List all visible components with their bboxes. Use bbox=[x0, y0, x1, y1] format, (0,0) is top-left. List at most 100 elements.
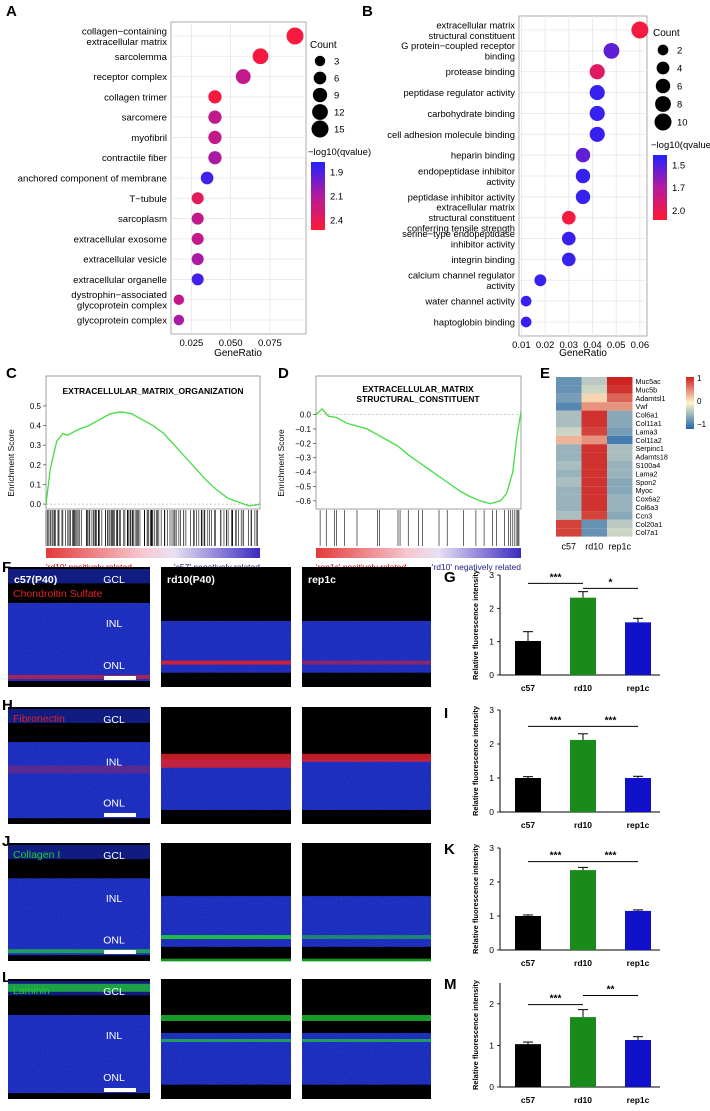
heatmap-cell bbox=[581, 528, 607, 537]
term-label: contractile fiber bbox=[102, 153, 168, 164]
heatmap-cell bbox=[581, 486, 607, 495]
count-legend-label: 4 bbox=[677, 64, 682, 75]
micrograph-tile bbox=[8, 567, 150, 687]
heatmap-column-label: c57 bbox=[561, 542, 576, 552]
data-points bbox=[520, 21, 649, 328]
term-label: activity bbox=[486, 280, 515, 291]
heatmap-row-label: Muc5b bbox=[636, 385, 658, 394]
data-point bbox=[631, 21, 649, 39]
data-point bbox=[561, 210, 576, 225]
term-label: protease binding bbox=[446, 66, 515, 77]
heatmap-cell bbox=[607, 486, 633, 495]
term-label: endopeptidase inhibitor bbox=[418, 165, 515, 176]
x-tick-label: 0.05 bbox=[607, 340, 626, 351]
category-label: rd10 bbox=[574, 958, 592, 968]
heatmap-cell bbox=[607, 469, 633, 478]
stain-signal bbox=[161, 753, 291, 768]
data-point bbox=[208, 110, 222, 124]
heatmap-cell bbox=[556, 528, 582, 537]
data-point bbox=[589, 64, 605, 80]
y-tick-label: 2 bbox=[489, 999, 494, 1009]
data-point bbox=[173, 314, 185, 326]
count-legend-dot bbox=[656, 61, 670, 75]
term-label: structural constituent bbox=[429, 212, 516, 223]
panel-e: E Muc5acMuc5bAdamtsl1VwfCol6a1Col11a1Lam… bbox=[540, 365, 707, 552]
layer-label-onl: ONL bbox=[103, 934, 125, 946]
y-tick-label: 3 bbox=[489, 843, 494, 853]
bar-chart-g: G 0 1 2 3 Relative fluorescence intensity c57 r… bbox=[444, 569, 660, 693]
bar bbox=[625, 778, 651, 812]
stain-signal bbox=[302, 958, 431, 962]
term-label: carbohydrate binding bbox=[427, 108, 515, 119]
heatmap-cell bbox=[607, 461, 633, 470]
layer-label-inl: INL bbox=[106, 618, 123, 630]
y-tick-label: 3 bbox=[489, 570, 494, 580]
color-legend-bar bbox=[653, 155, 667, 220]
layer-label-onl: ONL bbox=[103, 797, 125, 809]
y-tick-label: 1 bbox=[489, 1040, 494, 1050]
heatmap-cell bbox=[556, 486, 582, 495]
axes: 0.5 0.4 0.3 0.2 0.1 0.0 bbox=[30, 402, 260, 509]
heatmap-row-label: Col11a2 bbox=[636, 436, 662, 445]
heatmap-cell bbox=[556, 503, 582, 512]
significance-stars: *** bbox=[605, 851, 617, 862]
x-tick-label: 0.050 bbox=[219, 338, 243, 349]
count-legend-dot bbox=[313, 71, 327, 85]
y-tick-label: 0.0 bbox=[300, 411, 312, 420]
micrograph-tile bbox=[8, 979, 150, 1099]
y-tick-label: 0.4 bbox=[30, 422, 42, 431]
micrograph-tile bbox=[161, 843, 291, 962]
heatmap-cell bbox=[581, 402, 607, 411]
bar bbox=[570, 1017, 596, 1087]
heatmap-cell bbox=[556, 419, 582, 428]
data-point bbox=[191, 192, 204, 205]
term-label: extracellular matrix bbox=[86, 37, 167, 48]
data-point bbox=[208, 130, 222, 145]
y-axis-label: Relative fluorescence intensity bbox=[471, 705, 480, 816]
heatmap-cell bbox=[581, 503, 607, 512]
y-tick-label: −0.4 bbox=[295, 468, 311, 477]
heatmap-row-label: Adamtsl1 bbox=[636, 394, 666, 403]
heatmap-row-label: Col11a1 bbox=[636, 419, 662, 428]
significance-stars: ** bbox=[607, 984, 615, 995]
heatmap-cell bbox=[556, 494, 582, 503]
y-tick-label: 0 bbox=[489, 670, 494, 680]
nuclear-texture bbox=[161, 621, 291, 673]
heatmap-cell bbox=[556, 427, 582, 436]
heatmap-cell bbox=[607, 402, 633, 411]
layer-label-gcl: GCL bbox=[103, 714, 125, 726]
heatmap-row-label: Serpinc1 bbox=[636, 444, 664, 453]
nuclear-texture bbox=[302, 896, 431, 947]
category-label: c57 bbox=[521, 820, 535, 830]
axes: 0.0 −0.1 −0.2 −0.3 −0.4 −0.5 −0.6 bbox=[295, 411, 521, 506]
condition-label: rd10(P40) bbox=[167, 574, 215, 586]
condition-label: c57(P40) bbox=[14, 574, 57, 586]
category-label: rd10 bbox=[574, 820, 592, 830]
heatmap-row-label: Col6a3 bbox=[636, 503, 659, 512]
stain-signal bbox=[302, 1039, 431, 1042]
count-legend-label: 12 bbox=[334, 108, 345, 119]
heatmap-cell bbox=[607, 385, 633, 394]
stain-label: Fibronectin bbox=[13, 713, 65, 725]
micrograph-tile bbox=[161, 567, 291, 687]
data-point bbox=[286, 27, 304, 45]
y-tick-label: 2 bbox=[489, 603, 494, 613]
data-point bbox=[589, 85, 605, 101]
y-tick-label: 0.0 bbox=[30, 500, 42, 509]
nuclear-texture bbox=[302, 759, 431, 810]
data-point bbox=[208, 151, 222, 165]
heatmap-cell bbox=[607, 511, 633, 520]
heatmap-cell bbox=[607, 377, 633, 386]
y-axis-label: Relative fluorescence intensity bbox=[471, 979, 480, 1090]
heatmap-cells bbox=[556, 377, 633, 537]
term-label: anchored component of membrane bbox=[18, 174, 167, 185]
heatmap-legend-label: −1 bbox=[697, 420, 707, 429]
color-legend-labels: 1.9 2.1 2.4 bbox=[330, 168, 343, 227]
data-point bbox=[208, 90, 222, 104]
category-label: rep1c bbox=[627, 1095, 650, 1105]
y-tick-label: −0.3 bbox=[295, 454, 311, 463]
data-point bbox=[191, 253, 204, 266]
micrograph-tile bbox=[302, 979, 431, 1099]
count-legend-title: Count bbox=[310, 40, 337, 51]
